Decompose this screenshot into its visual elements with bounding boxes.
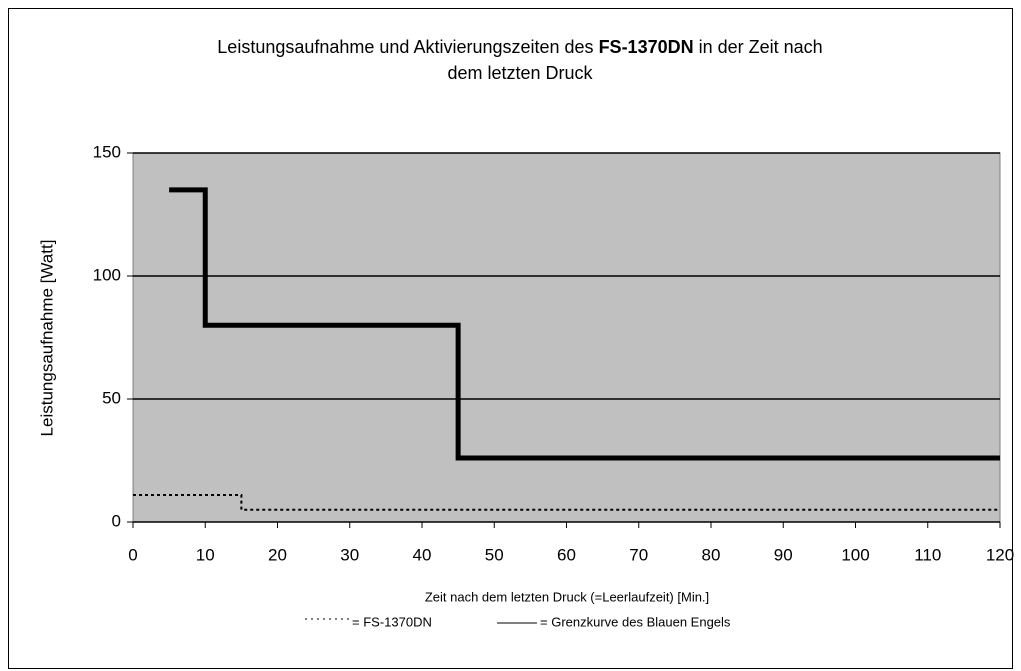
x-tick-label: 100 [841,545,869,564]
y-tick-label: 150 [93,142,121,161]
legend-label: = FS-1370DN [352,614,432,629]
y-tick-label: 100 [93,265,121,284]
y-axis-label: Leistungsaufnahme [Watt] [37,240,56,437]
x-tick-label: 80 [702,545,721,564]
x-tick-label: 70 [629,545,648,564]
y-tick-label: 0 [112,511,121,530]
title-part: in der Zeit nach [693,37,823,57]
x-tick-label: 90 [774,545,793,564]
plot-area [132,152,1001,523]
title-part: dem letzten Druck [447,63,593,83]
y-tick-label: 50 [102,388,121,407]
legend-label: = Grenzkurve des Blauen Engels [540,614,731,629]
chart-title: Leistungsaufnahme und Aktivierungszeiten… [0,34,1021,86]
series-line [169,187,1000,461]
x-tick-label: 40 [413,545,432,564]
x-tick-label: 20 [268,545,287,564]
x-tick-label: 10 [196,545,215,564]
x-tick-label: 110 [914,545,941,564]
frame [8,8,1013,669]
x-tick-label: 60 [557,545,576,564]
x-tick-label: 0 [128,545,137,564]
x-tick-label: 120 [986,545,1014,564]
series-line [133,493,1000,511]
x-tick-label: 30 [340,545,359,564]
title-part: Leistungsaufnahme und Aktivierungszeiten… [217,37,599,57]
title-bold: FS-1370DN [598,37,694,57]
x-tick-label: 50 [485,545,504,564]
x-axis-label: Zeit nach dem letzten Druck (=Leerlaufze… [425,589,709,604]
